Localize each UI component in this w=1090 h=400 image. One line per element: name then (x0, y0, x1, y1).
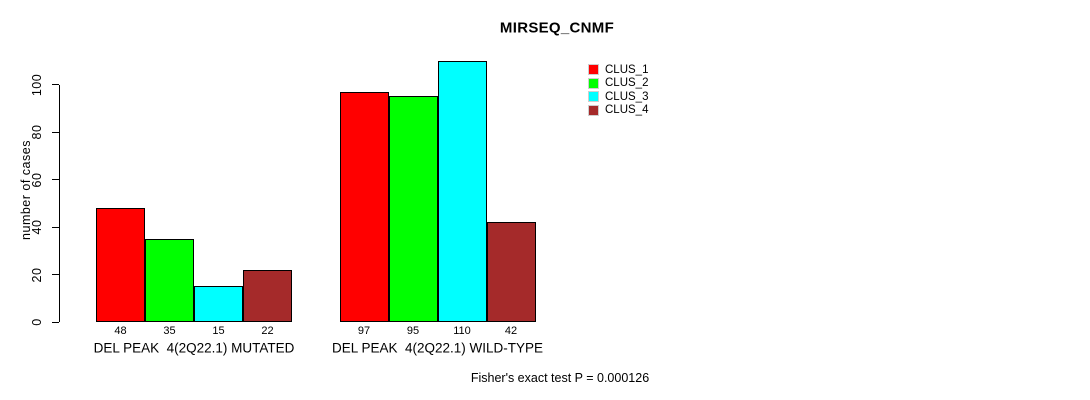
bar-clus-1-group1 (96, 208, 145, 322)
bar-value-label: 97 (357, 325, 371, 337)
y-axis-tick-label: 40 (30, 219, 44, 235)
chart-title: MIRSEQ_CNMF (499, 19, 615, 37)
y-axis-tick-label: 60 (30, 172, 44, 187)
bar-clus-3-group2 (437, 61, 487, 322)
bar-value-label: 48 (114, 325, 127, 337)
y-axis-tick (52, 131, 59, 133)
bar-clus-1-group2 (339, 92, 389, 322)
y-axis-tick (52, 179, 59, 180)
annotation-text: Fisher's exact test P = 0.000126 (470, 371, 650, 385)
x-group-label: DEL PEAK 4(2Q22.1) WILD-TYPE (331, 340, 544, 355)
legend-label: CLUS_4 (605, 104, 649, 117)
legend-label: CLUS_3 (605, 90, 649, 103)
bar-clus-4-group2 (486, 222, 536, 322)
y-axis-tick (52, 321, 59, 323)
x-group-label: DEL PEAK 4(2Q22.1) MUTATED (93, 340, 295, 355)
bar-value-label: 15 (212, 325, 225, 337)
bar-clus-2-group1 (145, 239, 194, 322)
y-axis-tick-label: 100 (30, 73, 44, 96)
legend-swatch-icon (588, 64, 599, 76)
legend-item: CLUS_1 (588, 63, 648, 77)
y-axis-tick (52, 226, 59, 228)
legend-swatch-icon (588, 77, 599, 89)
legend-item: CLUS_3 (588, 90, 648, 104)
bar-clus-4-group1 (243, 270, 292, 322)
legend-item: CLUS_2 (588, 77, 648, 91)
y-axis-tick-label: 0 (30, 318, 44, 326)
y-axis-tick (52, 274, 59, 275)
y-axis-tick-label: 20 (30, 267, 44, 282)
bar-value-label: 110 (453, 325, 471, 337)
bar-value-label: 95 (406, 325, 420, 337)
legend-label: CLUS_1 (605, 63, 649, 76)
legend: CLUS_1 CLUS_2 CLUS_3 CLUS_4 (588, 63, 648, 117)
bar-clus-3-group1 (194, 286, 243, 322)
legend-swatch-icon (588, 91, 599, 103)
bar-value-label: 22 (261, 325, 274, 337)
y-axis-line (59, 84, 60, 322)
y-axis-tick-label: 80 (30, 124, 44, 140)
legend-label: CLUS_2 (605, 77, 649, 90)
y-axis-tick (52, 84, 59, 85)
legend-swatch-icon (588, 104, 599, 116)
bar-value-label: 42 (504, 325, 518, 337)
bar-clus-2-group2 (388, 96, 438, 322)
legend-item: CLUS_4 (588, 104, 648, 118)
bar-value-label: 35 (163, 325, 176, 337)
